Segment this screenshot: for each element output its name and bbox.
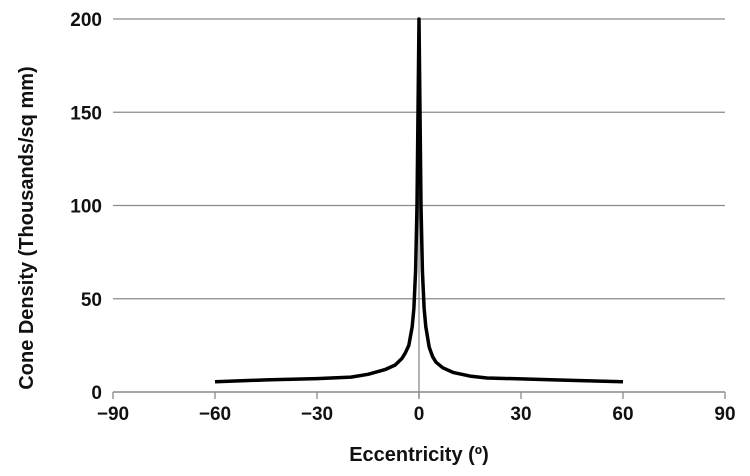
x-tick-label: 60 [612, 404, 633, 425]
series [214, 17, 624, 384]
x-tick-label: −90 [97, 404, 129, 425]
x-tick-label: −30 [301, 404, 333, 425]
y-tick-label: 150 [70, 103, 102, 124]
y-tick-label: 0 [91, 383, 102, 404]
y-axis-label: Cone Density (Thousands/sq mm) [16, 66, 38, 389]
x-tick-label: 90 [714, 404, 735, 425]
x-tick-label: 0 [414, 404, 425, 425]
y-tick-label: 50 [81, 290, 102, 311]
x-tick-labels: −90 −60 −30 0 30 60 90 [97, 404, 736, 425]
x-tick-label: −60 [199, 404, 231, 425]
y-tick-label: 100 [70, 197, 102, 218]
y-tick-label: 200 [70, 10, 102, 31]
x-tick-label: 30 [510, 404, 531, 425]
x-axis-label: Eccentricity (º) [349, 444, 489, 466]
y-tick-labels: 0 50 100 150 200 [70, 10, 102, 404]
series-line [214, 17, 624, 384]
